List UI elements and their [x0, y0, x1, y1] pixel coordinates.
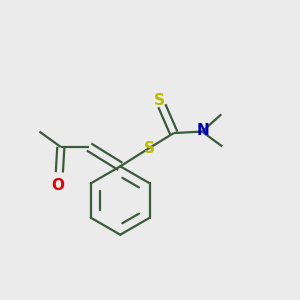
Text: S: S	[154, 93, 165, 108]
Text: O: O	[51, 178, 64, 193]
Text: S: S	[144, 141, 154, 156]
Text: N: N	[196, 124, 209, 139]
